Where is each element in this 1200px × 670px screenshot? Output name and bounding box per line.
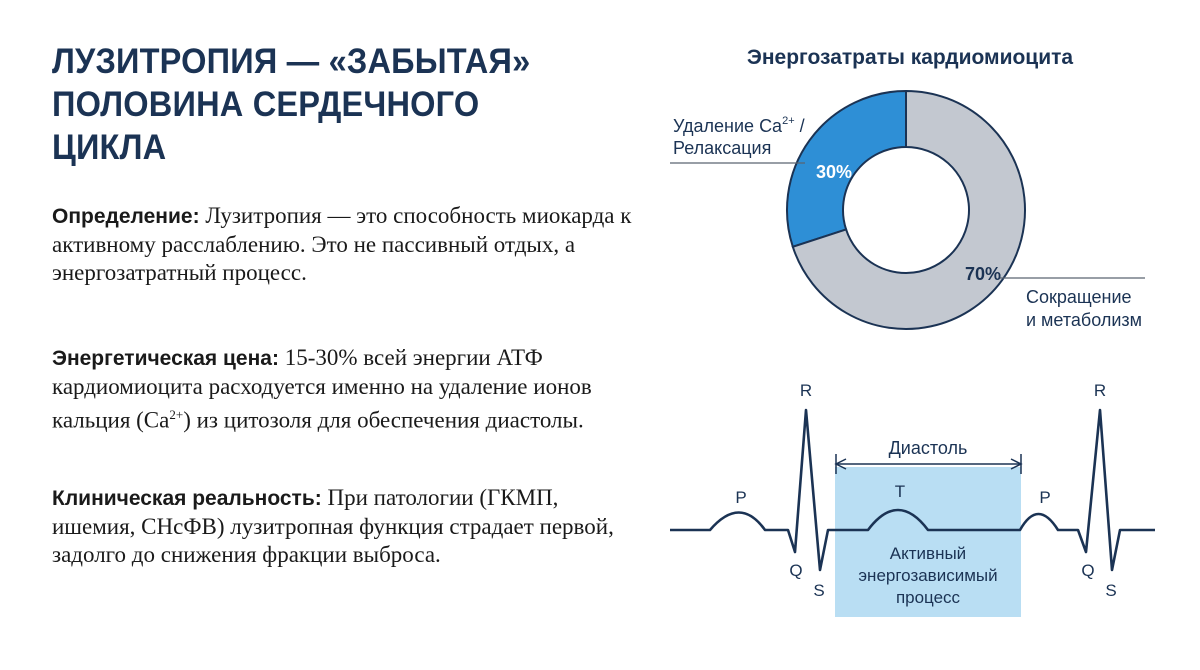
title-line: ПОЛОВИНА СЕРДЕЧНОГО: [52, 85, 480, 124]
ecg-r-label: R: [800, 381, 812, 400]
ecg-t-label: T: [895, 482, 905, 501]
definition-text: Лузитропия — это способность миокарда к …: [52, 203, 632, 285]
title-line: ЦИКЛА: [52, 128, 167, 167]
definition-label: Определение: [52, 205, 193, 228]
ecg-s2-label: S: [1105, 581, 1116, 600]
ecg-s-label: S: [813, 581, 824, 600]
energy-cost-label: Энергетическая цена: [52, 347, 272, 370]
title-line: ЛУЗИТРОПИЯ — «ЗАБЫТАЯ»: [52, 42, 531, 81]
ecg-r2-label: R: [1094, 381, 1106, 400]
diastole-box-text-line1: Активный: [890, 544, 966, 563]
clinical-paragraph: Клиническая реальность: При патологии (Г…: [52, 485, 614, 567]
ecg-diagram: Активный энергозависимый процесс Диастол…: [670, 381, 1155, 617]
calcium-superscript: 2+: [169, 407, 184, 422]
contraction-label-line1: Сокращение: [1026, 287, 1132, 307]
relaxation-value-label: 30%: [816, 162, 852, 182]
definition-paragraph: Определение: Лузитропия — это способност…: [52, 203, 632, 285]
contraction-value-label: 70%: [965, 264, 1001, 284]
energy-cost-text-end: ) из цитозоля для обеспечения диастолы.: [183, 407, 584, 433]
diastole-box-text-line3: процесс: [896, 588, 961, 607]
contraction-slice: [791, 90, 1026, 330]
contraction-label-line2: и метаболизм: [1026, 310, 1142, 330]
ecg-p2-label: P: [1039, 488, 1050, 507]
ecg-p-label: P: [735, 488, 746, 507]
page-title: ЛУЗИТРОПИЯ — «ЗАБЫТАЯ» ПОЛОВИНА СЕРДЕЧНО…: [52, 40, 573, 169]
ecg-q2-label: Q: [1081, 561, 1094, 580]
ecg-q-label: Q: [789, 561, 802, 580]
diastole-box: [835, 467, 1021, 617]
relaxation-label-line2: Релаксация: [673, 138, 771, 158]
relaxation-label-line1: Удаление Ca2+ /: [673, 115, 805, 136]
ecg-waveform: [670, 408, 1155, 572]
clinical-text: При патологии (ГКМП, ишемия, СНсФВ) лузи…: [52, 485, 614, 567]
relaxation-slice: [786, 90, 907, 249]
diastole-label: Диастоль: [889, 438, 968, 458]
diastole-box-text-line2: энергозависимый: [858, 566, 997, 585]
clinical-label: Клиническая реальность: [52, 487, 315, 510]
energy-donut-chart: Удаление Ca2+ / Релаксация Сокращение и …: [670, 90, 1145, 330]
energy-cost-text: 15-30% всей энергии АТФ кардиомиоцита ра…: [52, 345, 592, 433]
energy-cost-paragraph: Энергетическая цена: 15-30% всей энергии…: [52, 345, 592, 433]
chart-title: Энергозатраты кардиомиоцита: [746, 46, 1074, 69]
